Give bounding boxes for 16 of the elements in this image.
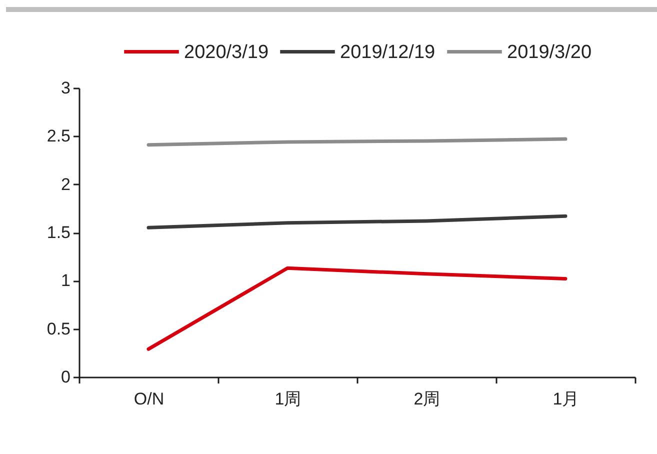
x-tick-label: O/N bbox=[134, 390, 164, 408]
y-tick-label: 2 bbox=[61, 174, 70, 194]
y-tick-label: 0.5 bbox=[46, 319, 70, 338]
y-tick-label: 1 bbox=[61, 271, 70, 290]
y-tick-label: 1.5 bbox=[46, 223, 70, 242]
legend-label: 2020/3/19 bbox=[184, 42, 269, 63]
y-tick-label: 2.5 bbox=[46, 126, 70, 146]
x-tick-label: 1周 bbox=[274, 390, 302, 408]
y-tick-label: 3 bbox=[61, 78, 70, 98]
x-tick-label: 2周 bbox=[414, 390, 440, 408]
legend-label: 2019/12/19 bbox=[340, 42, 436, 63]
line-series bbox=[146, 266, 568, 351]
legend-label: 2019/3/20 bbox=[507, 42, 592, 63]
y-tick-label: 0 bbox=[61, 368, 70, 386]
line-series bbox=[146, 214, 568, 230]
x-tick-label: 1月 bbox=[552, 390, 580, 408]
